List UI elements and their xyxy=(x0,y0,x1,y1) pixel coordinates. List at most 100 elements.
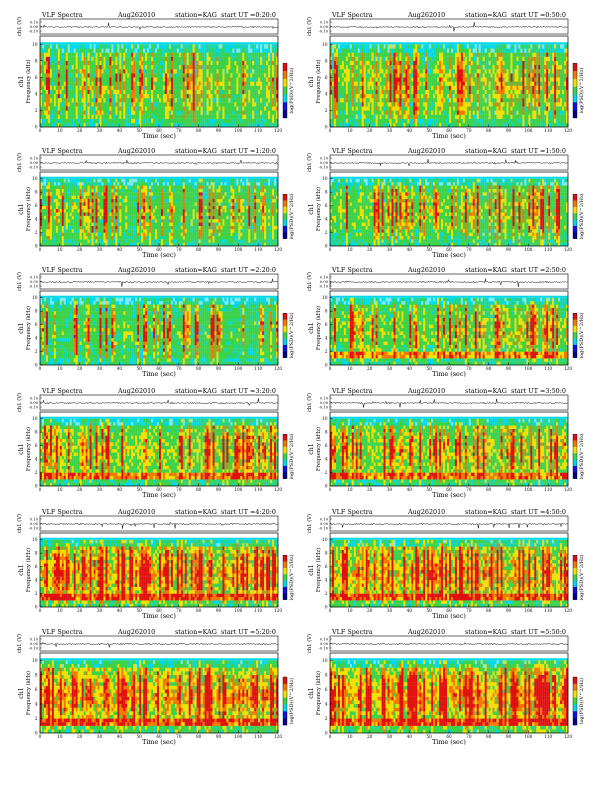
spectrogram-cell xyxy=(187,65,189,69)
spectrogram-cell xyxy=(52,115,54,119)
spectrogram-cell xyxy=(78,48,80,52)
spectrogram-cell xyxy=(415,90,417,94)
spectrogram-cell xyxy=(540,61,542,65)
spectrogram-cell xyxy=(374,57,376,61)
spectrogram-cell xyxy=(401,94,403,98)
spectrogram-cell xyxy=(495,86,497,90)
spectrogram-cell xyxy=(540,102,542,106)
spectrogram-cell xyxy=(240,106,242,110)
spectrogram-cell xyxy=(437,106,439,110)
spectrogram-cell xyxy=(403,48,405,52)
spectrogram-cell xyxy=(187,82,189,86)
spectrogram-cell xyxy=(205,53,207,57)
spectrogram-cell xyxy=(105,98,107,102)
spectrogram-cell xyxy=(479,90,481,94)
spectrogram-cell xyxy=(512,77,514,81)
spectrogram-cell xyxy=(127,110,129,114)
spectrogram-cell xyxy=(205,106,207,110)
spectrogram-cell xyxy=(411,115,413,119)
spectrogram-cell xyxy=(254,77,256,81)
spectrogram-cell xyxy=(256,69,258,73)
spectrogram-cell xyxy=(96,106,98,110)
spectrogram-cell xyxy=(173,98,175,102)
spectrogram-cell xyxy=(368,44,370,48)
spectrogram-cell xyxy=(348,90,350,94)
spectrogram-cell xyxy=(42,65,44,69)
spectrogram-cell xyxy=(491,115,493,119)
spectrogram-cell xyxy=(384,44,386,48)
spectrogram-cell xyxy=(92,94,94,98)
spectrogram-cell xyxy=(532,65,534,69)
spectrogram-cell xyxy=(524,102,526,106)
spectrogram-cell xyxy=(76,102,78,106)
spectrogram-cell xyxy=(358,53,360,57)
spectrogram-cell xyxy=(449,123,451,127)
spectrogram-cell xyxy=(558,106,560,110)
spectrogram-cell xyxy=(465,69,467,73)
spectrogram-cell xyxy=(133,44,135,48)
spectrogram-cell xyxy=(455,53,457,57)
spectrogram-cell xyxy=(411,73,413,77)
spectrogram-cell xyxy=(262,110,264,114)
spectrogram-cell xyxy=(248,53,250,57)
spectrogram-cell xyxy=(552,65,554,69)
spectrogram-cell xyxy=(483,73,485,77)
spectrogram-cell xyxy=(336,44,338,48)
spectrogram-cell xyxy=(556,57,558,61)
spectrogram-cell xyxy=(232,53,234,57)
spectrogram-cell xyxy=(171,94,173,98)
spectrogram-cell xyxy=(336,61,338,65)
spectrogram-cell xyxy=(384,90,386,94)
spectrogram-cell xyxy=(340,77,342,81)
spectrogram-cell xyxy=(78,73,80,77)
spectrogram-cell xyxy=(445,110,447,114)
spectrogram-cell xyxy=(457,102,459,106)
spectrogram-cell xyxy=(88,90,90,94)
spectrogram-cell xyxy=(155,94,157,98)
spectrogram-cell xyxy=(230,69,232,73)
spectrogram-cell xyxy=(564,61,566,65)
spectrogram-cell xyxy=(540,77,542,81)
spectrogram-cell xyxy=(52,73,54,77)
spectrogram-cell xyxy=(62,106,64,110)
spectrogram-cell xyxy=(447,98,449,102)
spectrogram-cell xyxy=(197,106,199,110)
spectrogram-cell xyxy=(147,94,149,98)
spectrogram-cell xyxy=(435,65,437,69)
spectrogram-cell xyxy=(123,119,125,123)
spectrogram-cell xyxy=(441,123,443,127)
spectrogram-cell xyxy=(407,61,409,65)
spectrogram-cell xyxy=(477,115,479,119)
spectrogram-cell xyxy=(151,102,153,106)
spectrogram-cell xyxy=(151,65,153,69)
spectrogram-cell xyxy=(262,61,264,65)
spectrogram-cell xyxy=(181,102,183,106)
spectrogram-cell xyxy=(544,94,546,98)
spectrogram-cell xyxy=(342,98,344,102)
spectrogram-cell xyxy=(497,48,499,52)
waveform-axis-label: ch1 (V) xyxy=(306,17,313,36)
spectrogram-cell xyxy=(505,65,507,69)
spectrogram-cell xyxy=(467,82,469,86)
spectrogram-cell xyxy=(376,73,378,77)
spectrogram-cell xyxy=(366,123,368,127)
spectrogram-cell xyxy=(44,110,46,114)
spectrogram-cell xyxy=(127,69,129,73)
spectrogram-cell xyxy=(72,106,74,110)
spectrogram-cell xyxy=(370,123,372,127)
spectrogram-cell xyxy=(544,48,546,52)
spectrogram-cell xyxy=(207,98,209,102)
spectrogram-cell xyxy=(455,73,457,77)
spectrogram-cell xyxy=(121,44,123,48)
spectrogram-cell xyxy=(473,106,475,110)
spectrogram-cell xyxy=(514,57,516,61)
spectrogram-cell xyxy=(92,110,94,114)
spectrogram-cell xyxy=(189,44,191,48)
spectrogram-cell xyxy=(487,86,489,90)
spectrogram-cell xyxy=(64,119,66,123)
spectrogram-cell xyxy=(530,44,532,48)
spectrogram-cell xyxy=(163,119,165,123)
spectrogram-cell xyxy=(222,65,224,69)
spectrogram-cell xyxy=(183,48,185,52)
spectrogram-cell xyxy=(167,44,169,48)
